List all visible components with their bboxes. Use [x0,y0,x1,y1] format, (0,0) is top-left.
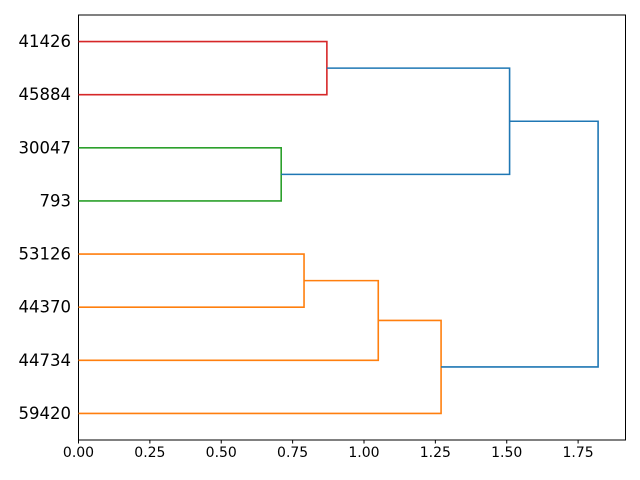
dendrogram-link-M6 [441,120,599,368]
leaf-label: 45884 [19,85,72,104]
x-tick-label: 0.25 [134,445,165,461]
leaf-label: 53126 [19,245,72,264]
dendrogram-link-M2 [78,253,305,308]
dendrogram-link-M4 [78,319,442,415]
x-tick-label: 1.25 [420,445,451,461]
leaf-label: 793 [40,191,72,210]
dendrogram-link-M0 [78,40,328,96]
x-tick-label: 1.50 [491,445,522,461]
leaf-label: 44734 [19,351,72,370]
leaf-label: 30047 [19,138,72,157]
x-tick-label: 0.50 [206,445,237,461]
leaf-label: 41426 [19,32,72,51]
x-tick-label: 0.00 [63,445,94,461]
axes-border [78,14,626,441]
x-tick-label: 1.75 [563,445,594,461]
x-tick-label: 1.00 [348,445,379,461]
leaf-label: 59420 [19,404,72,423]
dendrogram-link-M3 [78,279,380,362]
x-tick-label: 0.75 [277,445,308,461]
leaf-label: 44370 [19,298,72,317]
dendrogram-link-M1 [78,147,282,202]
dendrogram-link-M5 [281,67,511,176]
